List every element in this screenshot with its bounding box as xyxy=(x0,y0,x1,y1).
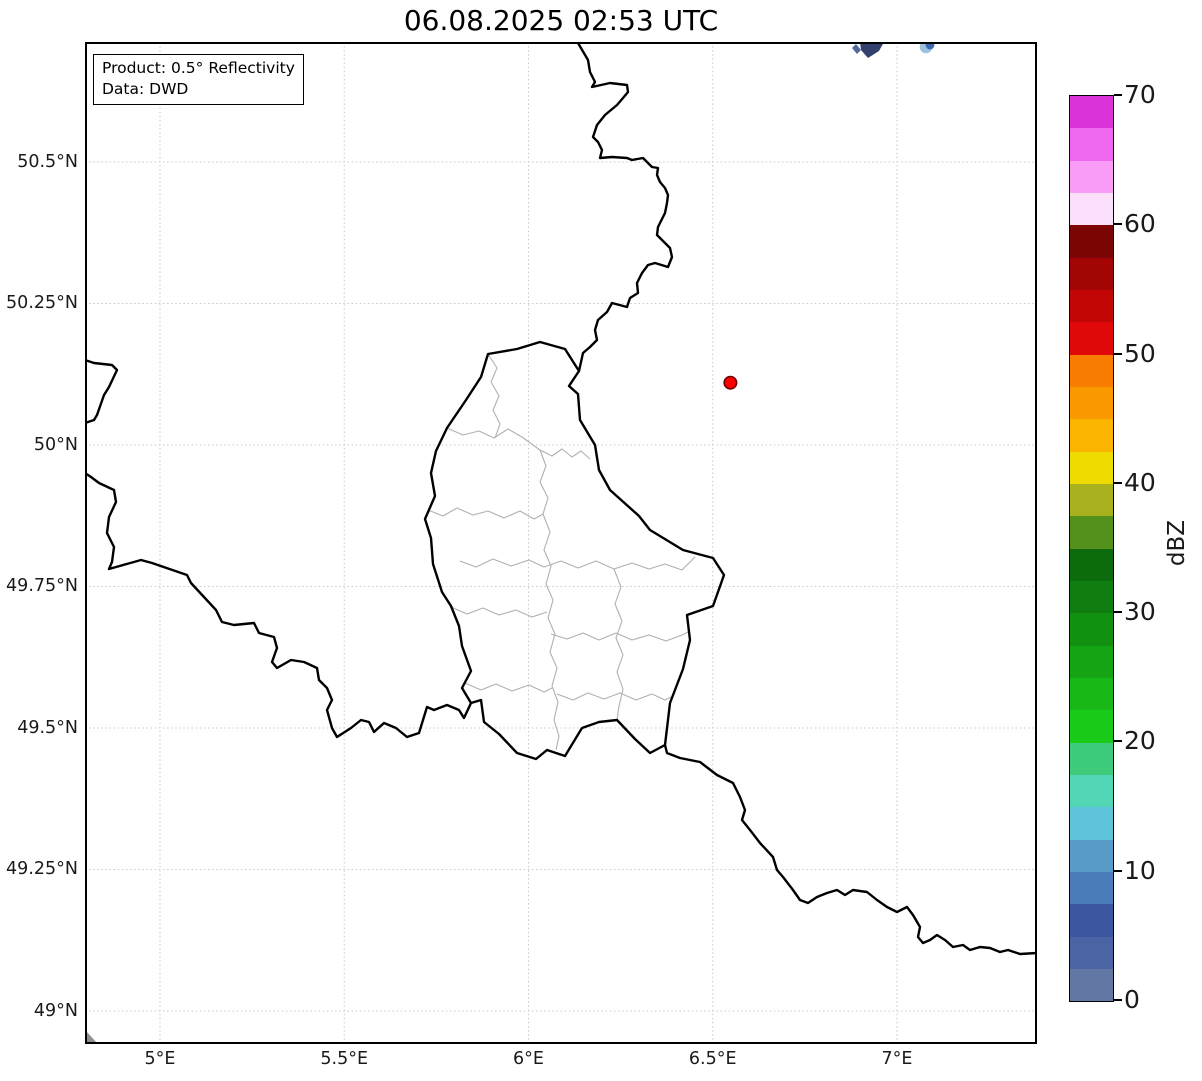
colorbar-band xyxy=(1070,160,1113,193)
colorbar-band xyxy=(1070,645,1113,678)
plot-title: 06.08.2025 02:53 UTC xyxy=(403,4,719,37)
colorbar xyxy=(1069,95,1114,1002)
xtick-label: 6°E xyxy=(513,1049,544,1069)
colorbar-tick-label: 40 xyxy=(1124,467,1156,497)
colorbar-band xyxy=(1070,839,1113,872)
colorbar-tick xyxy=(1114,869,1122,872)
radar-echoes xyxy=(852,42,935,58)
colorbar-tick xyxy=(1114,94,1122,96)
xtick-label: 5.5°E xyxy=(320,1049,369,1069)
colorbar-tick xyxy=(1114,611,1122,614)
colorbar-band xyxy=(1070,580,1113,614)
map-border-frame xyxy=(85,42,1037,1044)
colorbar-band xyxy=(1070,710,1113,743)
colorbar-tick-label: 50 xyxy=(1124,338,1156,368)
colorbar-tick-label: 60 xyxy=(1124,209,1156,239)
colorbar-tick-label: 10 xyxy=(1124,855,1156,885)
canton-borders xyxy=(427,353,696,751)
xtick-label: 6.5°E xyxy=(688,1049,737,1069)
xtick-label: 5°E xyxy=(144,1049,176,1069)
colorbar-band xyxy=(1070,516,1113,549)
colorbar-tick-label: 0 xyxy=(1124,985,1140,1014)
colorbar-band xyxy=(1070,742,1113,775)
colorbar-band xyxy=(1070,354,1113,387)
colorbar-band xyxy=(1070,483,1113,517)
colorbar-tick-label: 70 xyxy=(1124,80,1156,109)
colorbar-tick xyxy=(1114,223,1122,226)
colorbar-band xyxy=(1070,807,1113,840)
product-line: Product: 0.5° Reflectivity xyxy=(102,59,295,77)
colorbar-band xyxy=(1070,936,1113,969)
corner-artifact xyxy=(85,1030,98,1044)
colorbar-band xyxy=(1070,548,1113,581)
colorbar-band xyxy=(1070,322,1113,355)
ytick-label: 50.5°N xyxy=(17,151,78,172)
colorbar-tick-label: 30 xyxy=(1124,597,1156,627)
ytick-label: 49.75°N xyxy=(6,576,78,597)
map-svg xyxy=(85,42,1037,1044)
gridlines xyxy=(85,42,1037,1044)
colorbar-band xyxy=(1070,128,1113,161)
colorbar-band xyxy=(1070,225,1113,258)
colorbar-tick xyxy=(1114,999,1122,1001)
colorbar-band xyxy=(1070,774,1113,808)
ytick-label: 49.25°N xyxy=(6,859,78,880)
ytick-label: 50.25°N xyxy=(6,293,78,314)
colorbar-tick xyxy=(1114,481,1122,484)
colorbar-band xyxy=(1070,289,1113,323)
colorbar-tick xyxy=(1114,740,1122,743)
ytick-label: 49.5°N xyxy=(17,717,78,738)
country-borders xyxy=(85,42,1037,956)
colorbar-tick xyxy=(1114,352,1122,355)
radar-site-marker xyxy=(723,375,738,390)
colorbar-band xyxy=(1070,968,1113,1002)
xtick-label: 7°E xyxy=(881,1049,913,1069)
colorbar-unit-label: dBZ xyxy=(1164,519,1190,567)
map-area: Product: 0.5° Reflectivity Data: DWD xyxy=(85,42,1037,1044)
colorbar-band xyxy=(1070,257,1113,290)
colorbar-band xyxy=(1070,904,1113,937)
colorbar-band xyxy=(1070,871,1113,905)
colorbar-band xyxy=(1070,419,1113,452)
ytick-label: 49°N xyxy=(33,1000,78,1021)
data-source-line: Data: DWD xyxy=(102,79,189,98)
ytick-label: 50°N xyxy=(33,434,78,455)
colorbar-band xyxy=(1070,451,1113,484)
colorbar-band xyxy=(1070,613,1113,646)
colorbar-band xyxy=(1070,96,1113,129)
colorbar-band xyxy=(1070,677,1113,711)
colorbar-tick-label: 20 xyxy=(1124,726,1156,756)
colorbar-band xyxy=(1070,192,1113,226)
colorbar-band xyxy=(1070,386,1113,420)
product-info-box: Product: 0.5° Reflectivity Data: DWD xyxy=(93,54,304,105)
